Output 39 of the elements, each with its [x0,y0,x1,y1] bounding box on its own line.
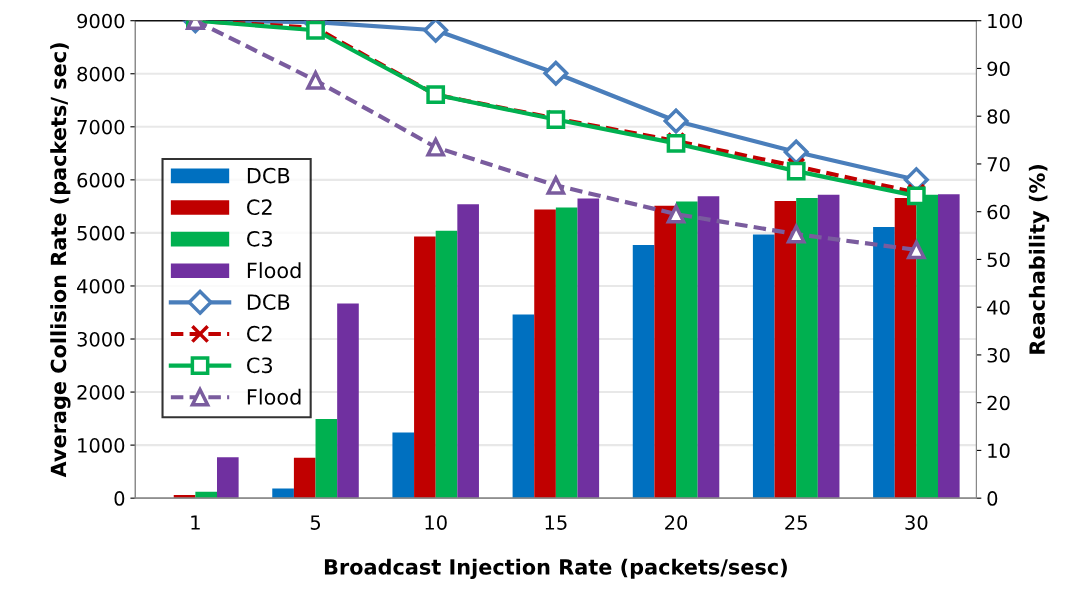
legend-label: DCB [247,167,290,184]
y-tick-label: 9000 [77,13,125,29]
y2-tick-label: 30 [987,347,1010,363]
legend-label: C3 [247,357,272,374]
y-tick-label: 7000 [77,119,125,135]
y2-tick-label: 90 [987,61,1010,77]
y-tick-label: 0 [114,491,125,506]
y2-tick-label: 20 [987,395,1010,411]
y2-tick-label: 60 [987,204,1010,220]
x-tick-label: 1 [191,515,200,530]
legend-label: C3 [247,230,272,247]
y-tick-label: 6000 [77,172,125,188]
x-tick-label: 10 [425,515,447,530]
y2-tick-label: 100 [988,13,1022,29]
y2-tick-label: 50 [987,252,1010,268]
legend-label: C2 [247,325,272,342]
x-tick-label: 25 [785,515,807,530]
x-tick-label: 30 [905,515,928,530]
x-tick-label: 20 [665,515,688,530]
y2-tick-label: 10 [988,443,1010,459]
y-axis-title: Average Collision Rate (packets/ sec) [50,43,71,478]
x-axis-title: Broadcast Injection Rate (packets/sesc) [324,558,787,579]
y2-tick-label: 0 [987,491,998,506]
legend-label: C2 [247,199,272,216]
legend-label: DCB [247,294,290,310]
y-tick-label: 5000 [77,225,125,241]
y2-axis-title: Reachability (%) [1028,164,1050,354]
y2-tick-label: 80 [987,109,1010,124]
y-tick-label: 8000 [77,66,125,82]
y2-tick-label: 40 [987,300,1010,315]
y-tick-label: 3000 [77,331,125,347]
y2-tick-label: 70 [987,156,1010,172]
y-tick-label: 2000 [77,385,125,400]
y-tick-label: 1000 [78,438,125,453]
legend-label: Flood [247,388,301,405]
y-tick-label: 4000 [77,278,125,294]
x-tick-label: 5 [310,515,321,530]
x-tick-label: 15 [545,515,567,530]
legend-label: Flood [247,262,301,279]
